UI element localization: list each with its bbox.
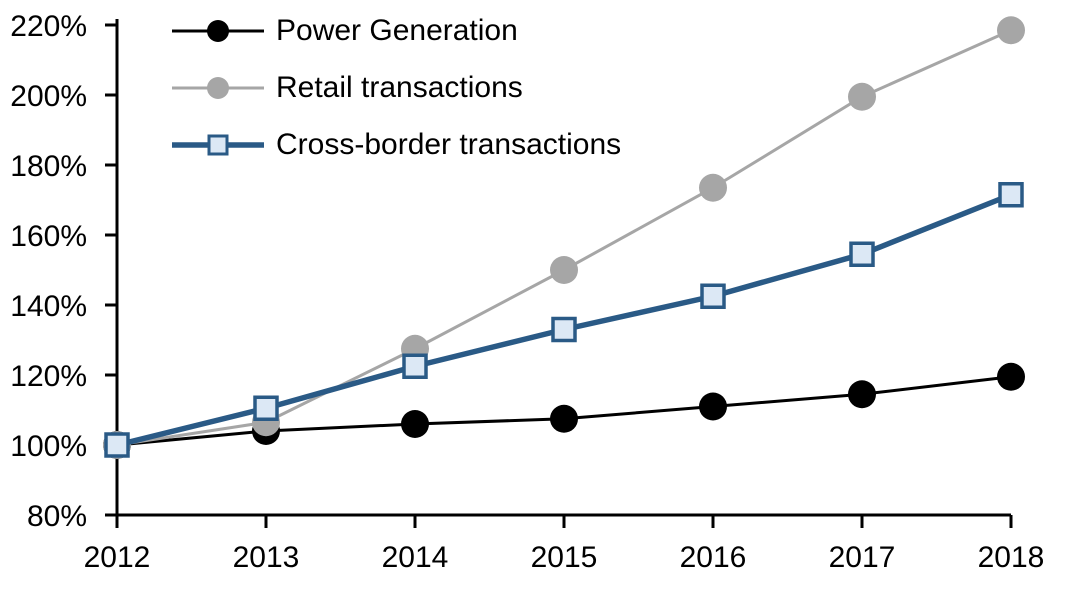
chart-legend: Power Generation Retail transactions Cro… bbox=[172, 2, 621, 173]
data-point-cross-border-transactions bbox=[849, 241, 875, 267]
legend-swatch-cross-border-transactions bbox=[172, 134, 264, 155]
data-point-power-generation bbox=[401, 410, 429, 438]
legend-swatch-power-generation bbox=[172, 19, 264, 42]
legend-marker-retail-transactions bbox=[207, 76, 229, 99]
legend-item-retail-transactions: Retail transactions bbox=[172, 59, 621, 116]
x-tick-label: 2016 bbox=[680, 541, 747, 574]
legend-swatch-retail-transactions bbox=[172, 76, 264, 99]
y-tick-label: 200% bbox=[10, 80, 87, 113]
x-tick-label: 2015 bbox=[531, 541, 598, 574]
y-tick-label: 220% bbox=[10, 10, 87, 43]
y-tick-label: 120% bbox=[10, 360, 87, 393]
x-tick-label: 2012 bbox=[84, 541, 151, 574]
data-point-power-generation bbox=[997, 362, 1025, 391]
x-tick-label: 2014 bbox=[382, 541, 449, 574]
data-point-power-generation bbox=[848, 380, 876, 409]
legend-marker-cross-border-transactions bbox=[207, 134, 229, 155]
data-point-cross-border-transactions bbox=[551, 316, 577, 343]
x-tick-label: 2017 bbox=[829, 541, 896, 574]
data-point-cross-border-transactions bbox=[104, 432, 130, 458]
data-point-cross-border-transactions bbox=[700, 283, 726, 309]
data-point-retail-transactions bbox=[997, 16, 1025, 45]
y-tick-label: 80% bbox=[27, 500, 87, 533]
y-tick-label: 140% bbox=[10, 290, 87, 323]
legend-item-cross-border-transactions: Cross-border transactions bbox=[172, 116, 621, 173]
y-tick-label: 100% bbox=[10, 430, 87, 463]
data-point-cross-border-transactions bbox=[998, 182, 1024, 208]
legend-marker-power-generation bbox=[207, 19, 229, 42]
data-point-cross-border-transactions bbox=[253, 395, 279, 421]
data-point-retail-transactions bbox=[550, 256, 578, 284]
data-point-power-generation bbox=[550, 404, 578, 433]
data-point-retail-transactions bbox=[699, 173, 727, 202]
y-tick-label: 180% bbox=[10, 150, 87, 183]
legend-label-cross-border-transactions: Cross-border transactions bbox=[276, 127, 622, 161]
data-point-retail-transactions bbox=[848, 82, 876, 111]
data-point-cross-border-transactions bbox=[402, 353, 428, 379]
legend-item-power-generation: Power Generation bbox=[172, 2, 621, 59]
data-point-power-generation bbox=[699, 392, 727, 421]
legend-label-power-generation: Power Generation bbox=[276, 13, 518, 47]
legend-label-retail-transactions: Retail transactions bbox=[276, 70, 523, 104]
x-tick-label: 2013 bbox=[233, 541, 300, 574]
x-tick-label: 2018 bbox=[978, 541, 1045, 574]
y-tick-label: 160% bbox=[10, 220, 87, 253]
